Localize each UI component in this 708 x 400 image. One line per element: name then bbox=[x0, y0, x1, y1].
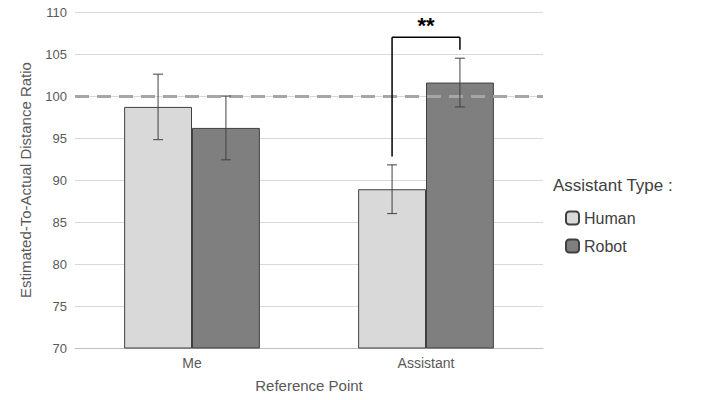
svg-text:Me: Me bbox=[182, 355, 202, 371]
svg-text:95: 95 bbox=[53, 131, 67, 146]
svg-text:Reference Point: Reference Point bbox=[255, 377, 363, 394]
svg-text:85: 85 bbox=[53, 215, 67, 230]
svg-text:Estimated-To-Actual Distance R: Estimated-To-Actual Distance Ratio bbox=[17, 62, 34, 298]
svg-text:Assistant: Assistant bbox=[398, 355, 455, 371]
svg-text:110: 110 bbox=[46, 5, 67, 20]
svg-text:90: 90 bbox=[53, 173, 67, 188]
svg-text:Robot: Robot bbox=[584, 238, 627, 255]
svg-text:Human: Human bbox=[584, 210, 636, 227]
svg-text:75: 75 bbox=[53, 299, 67, 314]
svg-text:**: ** bbox=[417, 13, 435, 38]
svg-text:Assistant Type :: Assistant Type : bbox=[553, 176, 673, 195]
svg-text:80: 80 bbox=[53, 257, 67, 272]
svg-text:105: 105 bbox=[45, 47, 67, 62]
svg-text:70: 70 bbox=[53, 341, 67, 356]
svg-text:100: 100 bbox=[45, 89, 67, 104]
